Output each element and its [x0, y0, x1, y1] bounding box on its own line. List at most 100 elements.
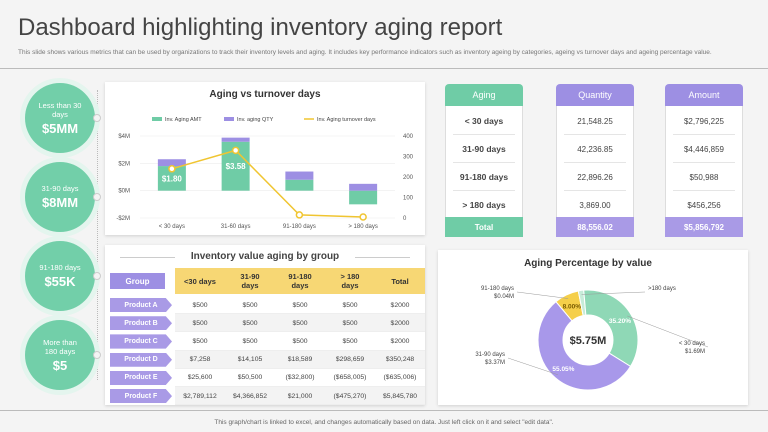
group-header: Total [391, 276, 409, 286]
timeline-dot [93, 351, 101, 359]
aging-total: 88,556.02 [556, 217, 634, 237]
product-label: Product E [110, 370, 172, 385]
group-cell: $2,789,112 [183, 392, 217, 400]
row-bg [175, 314, 425, 333]
group-cell: $21,000 [287, 392, 313, 400]
kpi-circle: 31-90 days $8MM [25, 162, 95, 232]
kpi-label: Less than 30 days [38, 100, 82, 119]
line-point [231, 146, 240, 155]
donut-slice [583, 289, 639, 368]
group-cell: $500 [292, 319, 308, 327]
product-label: Product F [110, 389, 172, 404]
y2-tick-label: 0 [403, 216, 407, 222]
row-divider [453, 134, 515, 135]
y-tick-label: $4M [118, 134, 130, 140]
group-header-bg [175, 268, 425, 294]
bar [349, 183, 378, 191]
row-divider [564, 134, 626, 135]
row-divider [564, 162, 626, 163]
column-body [445, 100, 523, 222]
slice-amount: $0.04M [494, 294, 514, 300]
legend-label: Inv. Aging turnover days [317, 117, 376, 123]
group-cell: $2000 [390, 301, 410, 309]
group-cell: $500 [342, 301, 358, 309]
group-cell: $500 [342, 337, 358, 345]
y2-tick-label: 300 [403, 155, 414, 161]
timeline [97, 90, 98, 380]
x-tick-label: 31-60 days [221, 224, 251, 230]
aging-cell: 42,236.85 [577, 144, 613, 154]
data-label: $1.80 [162, 174, 183, 183]
aging-cell: 31-90 days [462, 144, 506, 154]
aging-cell: 22,896.26 [577, 172, 613, 182]
kpi-label: 31-90 days [41, 184, 79, 193]
group-header: <30 days [184, 276, 216, 286]
y2-tick-label: 100 [403, 196, 414, 202]
aging-cell: $4,446,859 [683, 144, 725, 154]
kpi-circle: More than 180 days $5 [25, 320, 95, 390]
group-cell: $7,258 [189, 356, 211, 364]
group-cell: $25,600 [187, 374, 213, 382]
slice-label: 55.05% [552, 366, 574, 373]
group-cell: $500 [192, 319, 208, 327]
y2-tick-label: 200 [403, 175, 414, 181]
chart-title: Aging vs turnover days [209, 89, 321, 100]
group-cell: $5,845,780 [382, 392, 418, 400]
x-tick-label: > 180 days [348, 224, 378, 230]
kpi-circle: 91-180 days $55K [25, 241, 95, 311]
aging-cell: 3,869.00 [579, 200, 611, 210]
group-cell: $2000 [390, 319, 410, 327]
row-divider [453, 190, 515, 191]
page-subtitle: This slide shows various metrics that ca… [18, 49, 712, 56]
title-rule [355, 257, 410, 258]
row-bg [175, 296, 425, 315]
aging-cell: $2,796,225 [683, 116, 725, 126]
group-header: > 180 days [340, 272, 360, 290]
group-cell: $500 [242, 337, 258, 345]
group-header: Group [110, 273, 165, 289]
leader-line [507, 357, 558, 376]
product-label: Product D [110, 352, 172, 367]
timeline-dot [93, 272, 101, 280]
row-bg [175, 368, 425, 387]
page-title: Dashboard highlighting inventory aging r… [18, 14, 503, 41]
data-label: $3.58 [226, 162, 247, 171]
legend-label: Inv. aging QTY [237, 117, 274, 123]
line-point [359, 213, 367, 221]
product-label: Product A [110, 298, 172, 313]
timeline-dot [93, 114, 101, 122]
aging-cell: > 180 days [462, 200, 506, 210]
y-tick-label: $0M [118, 189, 130, 195]
group-cell: $350,248 [385, 356, 415, 364]
legend-label: Inv. Aging AMT [165, 117, 202, 123]
group-cell: $2000 [390, 337, 410, 345]
group-cell: $18,589 [287, 356, 313, 364]
bar [285, 171, 314, 180]
kpi-label: More than 180 days [43, 337, 77, 356]
aging-cell: 21,548.25 [577, 116, 613, 126]
timeline-dot [93, 193, 101, 201]
y-tick-label: -$2M [116, 216, 130, 222]
group-header: 31-90 days [240, 272, 260, 290]
group-cell: $500 [342, 319, 358, 327]
group-cell: ($475,270) [333, 392, 367, 400]
divider [0, 410, 768, 411]
group-cell: $50,500 [237, 374, 263, 382]
row-bg [175, 350, 425, 369]
group-cell: ($635,006) [383, 374, 417, 382]
slice-label: 35.20% [609, 318, 631, 325]
bar [157, 159, 186, 167]
row-divider [673, 134, 735, 135]
kpi-value: $5MM [41, 120, 79, 136]
row-divider [673, 162, 735, 163]
slice-category: < 30 days [679, 341, 705, 347]
slice-category: >180 days [648, 286, 676, 292]
kpi-circle: Less than 30 days $5MM [25, 83, 95, 153]
group-cell: $14,105 [237, 356, 263, 364]
row-divider [564, 190, 626, 191]
group-cell: ($32,800) [285, 374, 315, 382]
aging-cell: $50,988 [689, 172, 719, 182]
legend-swatch [152, 117, 162, 121]
